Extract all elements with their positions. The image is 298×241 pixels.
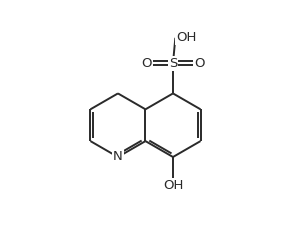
Text: OH: OH	[176, 31, 197, 44]
Text: O: O	[194, 57, 204, 70]
Text: S: S	[169, 57, 177, 70]
Text: O: O	[142, 57, 152, 70]
Text: OH: OH	[163, 179, 183, 192]
Text: N: N	[113, 150, 123, 163]
